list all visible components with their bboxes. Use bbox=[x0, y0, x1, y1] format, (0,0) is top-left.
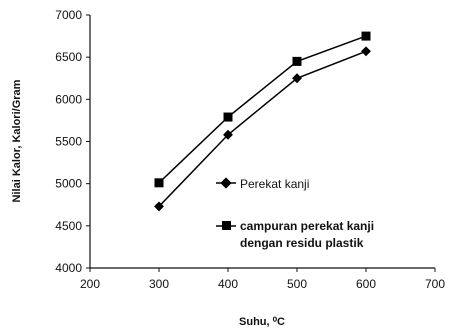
x-tick-label: 400 bbox=[218, 277, 238, 291]
x-tick-label: 600 bbox=[356, 277, 376, 291]
legend-marker-square bbox=[222, 221, 231, 230]
legend-label-series-1: Perekat kanji bbox=[240, 177, 309, 191]
y-tick-label: 5000 bbox=[55, 177, 82, 191]
x-tick-label: 300 bbox=[149, 277, 169, 291]
y-ticks: 4000 4500 5000 5500 6000 6500 7000 bbox=[55, 8, 90, 275]
y-tick-label: 6500 bbox=[55, 50, 82, 64]
legend-label-series-2-line-2: dengan residu plastik bbox=[240, 236, 364, 250]
series-2-point bbox=[292, 56, 302, 66]
y-tick-label: 4500 bbox=[55, 219, 82, 233]
series-1-point bbox=[154, 201, 164, 212]
x-axis-title: Suhu, ⁰C bbox=[239, 316, 285, 328]
series-2-point bbox=[154, 178, 164, 188]
legend: Perekat kanji campuran perekat kanji den… bbox=[216, 177, 374, 250]
legend-marker-diamond bbox=[220, 177, 232, 189]
legend-label-series-2-line-1: campuran perekat kanji bbox=[240, 219, 374, 233]
y-tick-label: 5500 bbox=[55, 135, 82, 149]
series-2-point bbox=[223, 112, 233, 122]
x-tick-label: 700 bbox=[425, 277, 445, 291]
y-tick-label: 6000 bbox=[55, 92, 82, 106]
y-tick-label: 7000 bbox=[55, 8, 82, 22]
y-tick-label: 4000 bbox=[55, 261, 82, 275]
series-1-point bbox=[361, 46, 371, 57]
x-tick-label: 200 bbox=[80, 277, 100, 291]
series-1-point bbox=[223, 129, 233, 140]
y-axis-title: Nilai Kalor, Kalori/Gram bbox=[11, 79, 23, 202]
series-2-line bbox=[158, 35, 367, 184]
series-2-point bbox=[361, 31, 371, 41]
x-tick-label: 500 bbox=[287, 277, 307, 291]
series-1-line bbox=[158, 50, 367, 207]
x-ticks: 200 300 400 500 600 700 bbox=[80, 268, 445, 291]
